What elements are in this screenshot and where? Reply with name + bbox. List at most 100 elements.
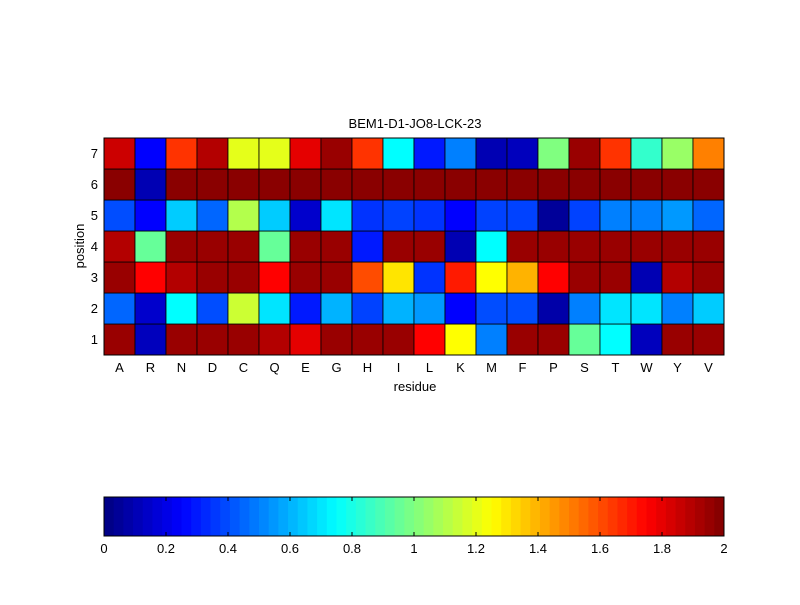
colorbar-segment bbox=[559, 497, 570, 536]
heatmap-cell-L-6 bbox=[413, 168, 446, 201]
heatmap-cell-H-6 bbox=[351, 168, 384, 201]
heatmap-cell-Y-1 bbox=[661, 323, 694, 356]
colorbar-segment bbox=[452, 497, 463, 536]
x-tick-label: P bbox=[549, 360, 558, 375]
heatmap-cell-M-1 bbox=[475, 323, 508, 356]
heatmap-cell-I-6 bbox=[382, 168, 415, 201]
heatmap-cell-I-2 bbox=[382, 292, 415, 325]
colorbar-segment bbox=[152, 497, 163, 536]
heatmap-cell-V-5 bbox=[692, 199, 725, 232]
colorbar-segment bbox=[636, 497, 647, 536]
colorbar-segment bbox=[346, 497, 357, 536]
colorbar-segment bbox=[365, 497, 376, 536]
heatmap-cell-F-3 bbox=[506, 261, 539, 294]
x-tick-label: F bbox=[519, 360, 527, 375]
colorbar-segment bbox=[665, 497, 676, 536]
heatmap-cell-K-7 bbox=[444, 137, 477, 170]
heatmap-cell-N-6 bbox=[165, 168, 198, 201]
x-tick-label: Q bbox=[269, 360, 279, 375]
heatmap-cell-E-4 bbox=[289, 230, 322, 263]
heatmap-cell-K-5 bbox=[444, 199, 477, 232]
colorbar-tick-label: 0.8 bbox=[343, 541, 361, 556]
colorbar-segment bbox=[229, 497, 241, 536]
heatmap-cell-G-6 bbox=[320, 168, 353, 201]
colorbar-tick-label: 2 bbox=[720, 541, 727, 556]
heatmap-cell-T-6 bbox=[599, 168, 632, 201]
heatmap-cell-T-4 bbox=[599, 230, 632, 263]
colorbar-segment bbox=[481, 497, 492, 536]
heatmap-cell-T-1 bbox=[599, 323, 632, 356]
heatmap-cell-Q-7 bbox=[258, 137, 291, 170]
heatmap-cell-L-2 bbox=[413, 292, 446, 325]
heatmap-cell-R-1 bbox=[134, 323, 167, 356]
heatmap-cell-A-4 bbox=[103, 230, 136, 263]
colorbar-segment bbox=[375, 497, 386, 536]
x-tick-label: M bbox=[486, 360, 497, 375]
heatmap-cell-L-5 bbox=[413, 199, 446, 232]
heatmap-cell-H-3 bbox=[351, 261, 384, 294]
colorbar-segment bbox=[704, 497, 715, 536]
heatmap-cell-P-1 bbox=[537, 323, 570, 356]
heatmap-cell-P-5 bbox=[537, 199, 570, 232]
colorbar-segment bbox=[210, 497, 221, 536]
heatmap-cell-H-4 bbox=[351, 230, 384, 263]
x-tick-label: S bbox=[580, 360, 589, 375]
heatmap-cell-Q-5 bbox=[258, 199, 291, 232]
colorbar bbox=[104, 497, 725, 536]
colorbar-segment bbox=[714, 497, 725, 536]
colorbar-segment bbox=[607, 497, 618, 536]
heatmap-cell-I-7 bbox=[382, 137, 415, 170]
heatmap-cell-K-1 bbox=[444, 323, 477, 356]
heatmap-cell-E-1 bbox=[289, 323, 322, 356]
colorbar-tick-label: 1.8 bbox=[653, 541, 671, 556]
heatmap-cell-G-3 bbox=[320, 261, 353, 294]
colorbar-segment bbox=[220, 497, 231, 536]
colorbar-segment bbox=[491, 497, 502, 536]
heatmap-cell-R-3 bbox=[134, 261, 167, 294]
heatmap-cell-W-5 bbox=[630, 199, 663, 232]
heatmap-cell-G-1 bbox=[320, 323, 353, 356]
heatmap-cell-S-4 bbox=[568, 230, 601, 263]
heatmap-cell-L-7 bbox=[413, 137, 446, 170]
colorbar-segment bbox=[317, 497, 328, 536]
colorbar-segment bbox=[336, 497, 347, 536]
heatmap-cell-V-3 bbox=[692, 261, 725, 294]
y-tick-label: 7 bbox=[91, 146, 98, 161]
colorbar-segment bbox=[268, 497, 279, 536]
heatmap-cell-T-2 bbox=[599, 292, 632, 325]
colorbar-segment bbox=[472, 497, 483, 536]
colorbar-segment bbox=[355, 497, 366, 536]
heatmap-cell-G-2 bbox=[320, 292, 353, 325]
heatmap-cell-W-3 bbox=[630, 261, 663, 294]
heatmap-cell-N-7 bbox=[165, 137, 198, 170]
colorbar-segment bbox=[569, 497, 580, 536]
y-tick-label: 2 bbox=[91, 301, 98, 316]
heatmap-cell-V-1 bbox=[692, 323, 725, 356]
colorbar-tick-label: 0.6 bbox=[281, 541, 299, 556]
heatmap-cell-N-3 bbox=[165, 261, 198, 294]
colorbar-segment bbox=[307, 497, 318, 536]
heatmap-cell-C-7 bbox=[227, 137, 260, 170]
heatmap-cell-V-6 bbox=[692, 168, 725, 201]
heatmap-cell-C-6 bbox=[227, 168, 260, 201]
heatmap-cell-H-7 bbox=[351, 137, 384, 170]
heatmap-cell-A-3 bbox=[103, 261, 136, 294]
x-tick-label: E bbox=[301, 360, 310, 375]
colorbar-segment bbox=[384, 497, 396, 536]
heatmap-cell-D-5 bbox=[196, 199, 229, 232]
chart-title: BEM1-D1-JO8-LCK-23 bbox=[349, 116, 482, 131]
colorbar-tick-labels: 0 0.2 0.4 0.6 0.8 1 1.2 1.4 1.6 1.8 2 bbox=[100, 497, 728, 556]
heatmap-cell-A-7 bbox=[103, 137, 136, 170]
heatmap-cell-C-1 bbox=[227, 323, 260, 356]
heatmap-cell-W-1 bbox=[630, 323, 663, 356]
colorbar-segment bbox=[288, 497, 299, 536]
colorbar-tick-label: 0.4 bbox=[219, 541, 237, 556]
heatmap-cell-V-7 bbox=[692, 137, 725, 170]
heatmap-cell-R-7 bbox=[134, 137, 167, 170]
heatmap-cell-R-2 bbox=[134, 292, 167, 325]
heatmap-cell-I-3 bbox=[382, 261, 415, 294]
colorbar-segment bbox=[423, 497, 434, 536]
heatmap-cell-E-2 bbox=[289, 292, 322, 325]
colorbar-segment bbox=[501, 497, 512, 536]
